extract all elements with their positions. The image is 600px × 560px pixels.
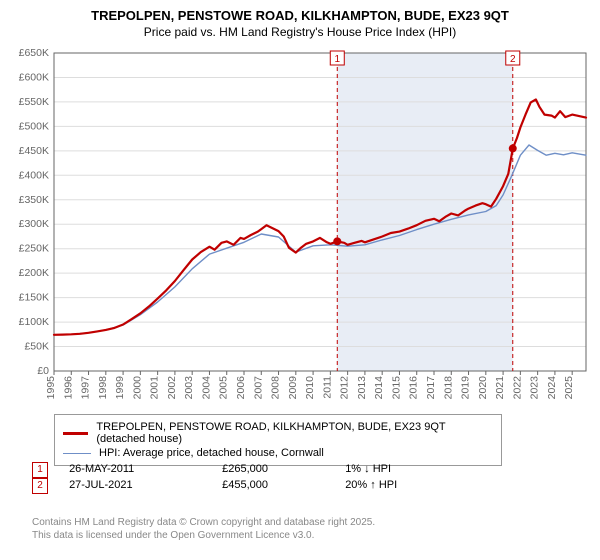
svg-text:2025: 2025 (563, 376, 575, 400)
svg-text:£0: £0 (37, 365, 49, 377)
legend-swatch-property (63, 432, 88, 435)
legend-label-property: TREPOLPEN, PENSTOWE ROAD, KILKHAMPTON, B… (96, 421, 493, 445)
table-row: 2 27-JUL-2021 £455,000 20% ↑ HPI (32, 478, 465, 494)
credits-line2: This data is licensed under the Open Gov… (32, 529, 375, 542)
chart-title-line1: TREPOLPEN, PENSTOWE ROAD, KILKHAMPTON, B… (0, 0, 600, 25)
svg-text:2016: 2016 (408, 376, 420, 400)
svg-text:£400K: £400K (19, 169, 49, 181)
sale-date-1: 26-MAY-2011 (69, 463, 219, 475)
svg-text:£650K: £650K (19, 47, 49, 59)
svg-text:1997: 1997 (80, 376, 92, 400)
credits-line1: Contains HM Land Registry data © Crown c… (32, 516, 375, 529)
svg-text:£600K: £600K (19, 71, 49, 83)
legend: TREPOLPEN, PENSTOWE ROAD, KILKHAMPTON, B… (54, 414, 502, 466)
svg-text:2009: 2009 (287, 376, 299, 400)
svg-text:1996: 1996 (62, 376, 74, 400)
svg-text:2022: 2022 (511, 376, 523, 400)
svg-text:2001: 2001 (149, 376, 161, 400)
svg-text:£300K: £300K (19, 218, 49, 230)
svg-text:2024: 2024 (546, 376, 558, 400)
svg-text:2014: 2014 (373, 376, 385, 400)
svg-text:2003: 2003 (183, 376, 195, 400)
credits: Contains HM Land Registry data © Crown c… (32, 516, 375, 542)
sale-price-2: £455,000 (222, 479, 342, 491)
svg-text:2005: 2005 (218, 376, 230, 400)
svg-text:2015: 2015 (390, 376, 402, 400)
chart-plot-area: £0 £50K £100K £150K £200K £250K £300K £350K £400… (0, 43, 600, 409)
svg-text:2019: 2019 (460, 376, 472, 400)
svg-text:1998: 1998 (97, 376, 109, 400)
chart-title-line2: Price paid vs. HM Land Registry's House … (0, 25, 600, 43)
marker-badge-2: 2 (32, 478, 48, 494)
sales-table: 1 26-MAY-2011 £265,000 1% ↓ HPI 2 27-JUL… (32, 462, 465, 494)
svg-text:2017: 2017 (425, 376, 437, 400)
chart-container: TREPOLPEN, PENSTOWE ROAD, KILKHAMPTON, B… (0, 0, 600, 560)
svg-text:2021: 2021 (494, 376, 506, 400)
svg-text:£450K: £450K (19, 145, 49, 157)
svg-text:1: 1 (334, 54, 340, 65)
svg-text:£350K: £350K (19, 194, 49, 206)
legend-swatch-hpi (63, 453, 91, 454)
svg-text:£550K: £550K (19, 96, 49, 108)
svg-text:2004: 2004 (200, 376, 212, 400)
svg-text:2000: 2000 (131, 376, 143, 400)
svg-text:2006: 2006 (235, 376, 247, 400)
svg-text:1995: 1995 (45, 376, 57, 400)
chart-svg: £0 £50K £100K £150K £200K £250K £300K £350K £400… (0, 43, 600, 409)
marker-badge-1: 1 (32, 462, 48, 478)
svg-text:2: 2 (510, 54, 516, 65)
svg-text:£250K: £250K (19, 243, 49, 255)
sale-price-1: £265,000 (222, 463, 342, 475)
svg-text:£100K: £100K (19, 316, 49, 328)
sale-date-2: 27-JUL-2021 (69, 479, 219, 491)
svg-text:2007: 2007 (252, 376, 264, 400)
svg-text:2010: 2010 (304, 376, 316, 400)
svg-text:£500K: £500K (19, 120, 49, 132)
svg-text:2020: 2020 (477, 376, 489, 400)
svg-text:2011: 2011 (321, 376, 333, 399)
svg-text:2002: 2002 (166, 376, 178, 400)
svg-text:£50K: £50K (24, 340, 49, 352)
legend-label-hpi: HPI: Average price, detached house, Corn… (99, 447, 324, 459)
svg-text:2008: 2008 (270, 376, 282, 400)
table-row: 1 26-MAY-2011 £265,000 1% ↓ HPI (32, 462, 465, 478)
sale-pct-2: 20% ↑ HPI (345, 479, 465, 491)
svg-text:2018: 2018 (442, 376, 454, 400)
legend-item-hpi: HPI: Average price, detached house, Corn… (63, 446, 493, 460)
svg-text:2012: 2012 (339, 376, 351, 400)
svg-text:£200K: £200K (19, 267, 49, 279)
svg-text:1999: 1999 (114, 376, 126, 400)
sale-pct-1: 1% ↓ HPI (345, 463, 465, 475)
svg-text:2013: 2013 (356, 376, 368, 400)
svg-text:£150K: £150K (19, 292, 49, 304)
svg-text:2023: 2023 (529, 376, 541, 400)
legend-item-property: TREPOLPEN, PENSTOWE ROAD, KILKHAMPTON, B… (63, 420, 493, 446)
